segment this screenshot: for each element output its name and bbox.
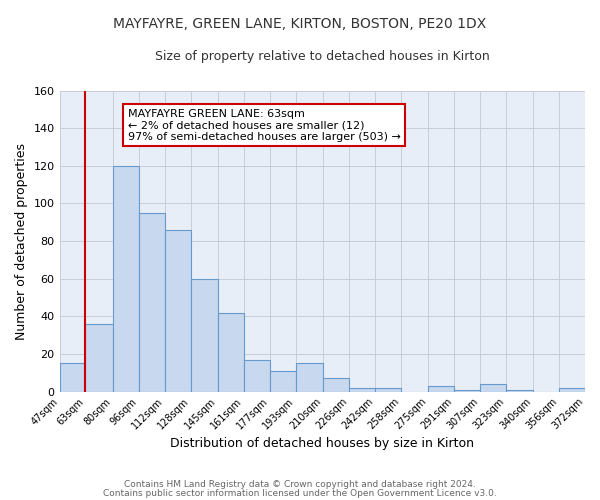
Y-axis label: Number of detached properties: Number of detached properties xyxy=(15,142,28,340)
Text: Contains public sector information licensed under the Open Government Licence v3: Contains public sector information licen… xyxy=(103,489,497,498)
Text: Contains HM Land Registry data © Crown copyright and database right 2024.: Contains HM Land Registry data © Crown c… xyxy=(124,480,476,489)
Bar xyxy=(506,390,533,392)
Bar xyxy=(191,278,218,392)
Title: Size of property relative to detached houses in Kirton: Size of property relative to detached ho… xyxy=(155,50,490,63)
Bar xyxy=(139,213,164,392)
X-axis label: Distribution of detached houses by size in Kirton: Distribution of detached houses by size … xyxy=(170,437,474,450)
Bar xyxy=(59,364,85,392)
Text: MAYFAYRE GREEN LANE: 63sqm
← 2% of detached houses are smaller (12)
97% of semi-: MAYFAYRE GREEN LANE: 63sqm ← 2% of detac… xyxy=(128,108,401,142)
Bar xyxy=(428,386,454,392)
Text: MAYFAYRE, GREEN LANE, KIRTON, BOSTON, PE20 1DX: MAYFAYRE, GREEN LANE, KIRTON, BOSTON, PE… xyxy=(113,18,487,32)
Bar xyxy=(480,384,506,392)
Bar xyxy=(454,390,480,392)
Bar xyxy=(218,312,244,392)
Bar xyxy=(559,388,585,392)
Bar xyxy=(323,378,349,392)
Bar xyxy=(113,166,139,392)
Bar xyxy=(349,388,375,392)
Bar xyxy=(85,324,113,392)
Bar xyxy=(270,371,296,392)
Bar xyxy=(375,388,401,392)
Bar xyxy=(164,230,191,392)
Bar xyxy=(296,364,323,392)
Bar xyxy=(244,360,270,392)
